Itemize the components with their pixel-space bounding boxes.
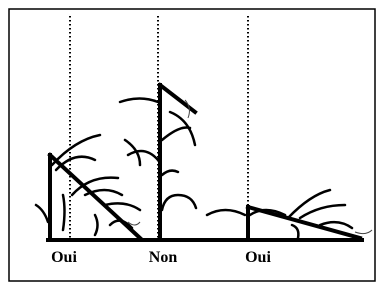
page: Oui Non Oui (() => { const data = JSON.p…	[0, 0, 384, 291]
diagram: Oui Non Oui	[0, 0, 384, 291]
label: Non	[149, 249, 178, 266]
label: Oui	[245, 249, 271, 266]
label: Oui	[51, 249, 77, 266]
